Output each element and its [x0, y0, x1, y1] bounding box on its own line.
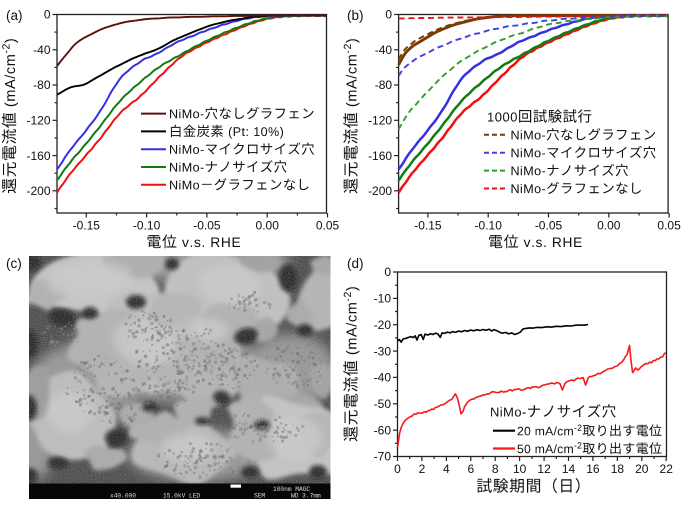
svg-text:0.05: 0.05	[316, 219, 340, 233]
svg-text:100nm MAGC: 100nm MAGC	[273, 486, 310, 493]
svg-text:(a): (a)	[6, 8, 23, 23]
svg-text:-0.05: -0.05	[535, 219, 563, 233]
svg-text:8: 8	[492, 462, 499, 476]
svg-text:x40.000: x40.000	[110, 493, 136, 500]
svg-text:-120: -120	[368, 113, 392, 127]
svg-text:15.0kV LED: 15.0kV LED	[163, 493, 200, 500]
svg-text:-10: -10	[374, 292, 392, 306]
svg-text:-20: -20	[374, 318, 392, 332]
svg-text:12: 12	[537, 462, 551, 476]
svg-text:-200: -200	[368, 184, 392, 198]
svg-text:(c): (c)	[6, 256, 22, 271]
svg-text:-160: -160	[368, 149, 392, 163]
svg-text:-0.10: -0.10	[475, 219, 503, 233]
svg-text:18: 18	[611, 462, 625, 476]
svg-text:(b): (b)	[347, 8, 364, 23]
svg-text:-50: -50	[374, 397, 392, 411]
svg-text:0.00: 0.00	[597, 219, 621, 233]
svg-text:0: 0	[394, 462, 401, 476]
svg-text:0: 0	[44, 8, 51, 22]
svg-text:-160: -160	[26, 149, 50, 163]
svg-text:-40: -40	[33, 43, 51, 57]
svg-text:-120: -120	[26, 113, 50, 127]
svg-text:4: 4	[443, 462, 450, 476]
svg-text:SEM: SEM	[254, 493, 265, 500]
svg-text:6: 6	[467, 462, 474, 476]
svg-text:20: 20	[635, 462, 649, 476]
svg-text:2: 2	[419, 462, 426, 476]
svg-text:10: 10	[513, 462, 527, 476]
svg-text:-70: -70	[374, 450, 392, 464]
svg-text:0.05: 0.05	[657, 219, 681, 233]
svg-text:14: 14	[562, 462, 576, 476]
svg-text:16: 16	[586, 462, 600, 476]
svg-text:-80: -80	[33, 78, 51, 92]
svg-text:-0.15: -0.15	[414, 219, 442, 233]
svg-text:-0.10: -0.10	[133, 219, 161, 233]
svg-text:-0.05: -0.05	[193, 219, 221, 233]
svg-text:0: 0	[385, 8, 392, 22]
svg-text:-0.15: -0.15	[73, 219, 101, 233]
svg-text:0.00: 0.00	[256, 219, 280, 233]
svg-text:-80: -80	[375, 78, 393, 92]
svg-text:22: 22	[660, 462, 674, 476]
svg-text:-60: -60	[374, 423, 392, 437]
svg-text:-200: -200	[26, 184, 50, 198]
svg-text:-30: -30	[374, 344, 392, 358]
svg-text:-40: -40	[374, 371, 392, 385]
svg-text:WD 3.7mm: WD 3.7mm	[291, 493, 321, 500]
svg-text:(d): (d)	[347, 256, 364, 271]
svg-text:-40: -40	[375, 43, 393, 57]
svg-text:0: 0	[384, 265, 391, 279]
